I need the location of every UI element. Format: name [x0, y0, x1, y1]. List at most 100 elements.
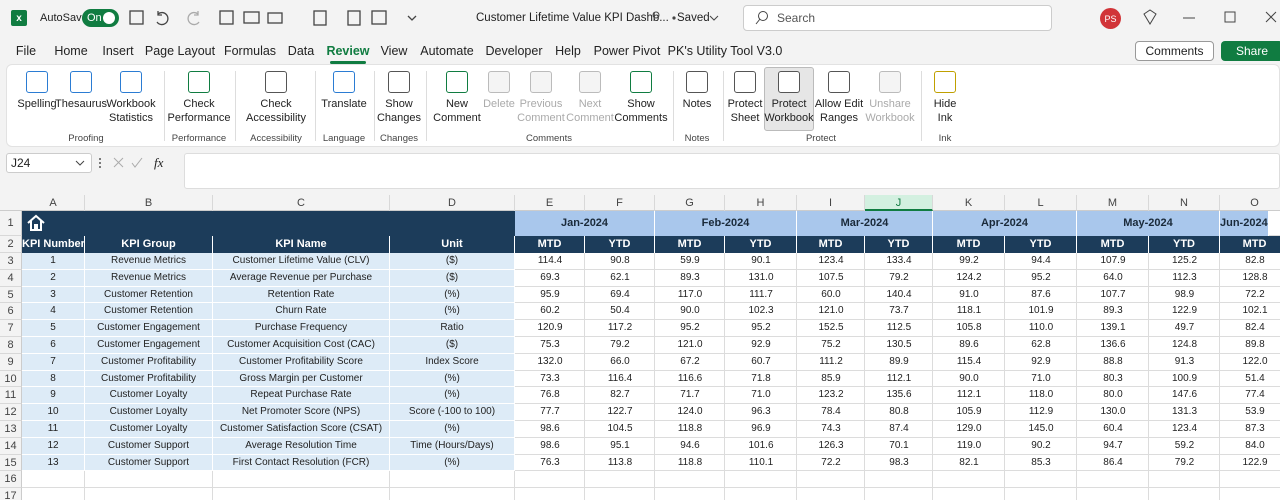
table-cell: Customer Engagement — [85, 320, 213, 337]
group-label: Accessibility — [250, 133, 302, 144]
comments-button[interactable]: Comments — [1135, 41, 1214, 61]
home-icon[interactable] — [26, 214, 46, 232]
cell — [725, 303, 797, 321]
cell — [515, 437, 585, 455]
save-icon[interactable] — [129, 10, 144, 25]
table-cell: 78.4 — [821, 406, 841, 418]
cell — [725, 421, 797, 438]
name-box[interactable] — [6, 153, 92, 173]
group-label: Changes — [379, 133, 419, 144]
menu-tab[interactable]: Formulas — [223, 44, 277, 58]
mail-icon[interactable] — [243, 11, 260, 24]
menu-tab[interactable]: Power Pivot — [593, 44, 661, 58]
menu-tab[interactable]: Automate — [420, 44, 474, 58]
cell — [1220, 404, 1280, 421]
menu-tab[interactable]: File — [15, 44, 37, 58]
group-separator — [235, 71, 236, 141]
table-cell: 140.4 — [886, 288, 912, 300]
table-cell: 59.9 — [680, 255, 700, 266]
button-label: Performance — [167, 111, 231, 124]
button-label: Ink — [937, 111, 953, 124]
cell — [1005, 471, 1077, 489]
table-cell: 87.4 — [889, 423, 909, 434]
table-cell: 75.3 — [540, 339, 560, 350]
share-icon[interactable] — [267, 12, 283, 24]
table-cell: 122.7 — [607, 406, 633, 418]
cell — [1149, 269, 1220, 287]
table-cell: 90.0 — [680, 305, 700, 317]
cell — [655, 303, 725, 321]
table-cell: 101.9 — [1028, 305, 1054, 317]
cell — [515, 404, 585, 421]
avatar[interactable]: PS — [1100, 8, 1121, 29]
restore[interactable] — [1224, 11, 1236, 23]
cell — [515, 269, 585, 287]
cell — [1005, 286, 1077, 304]
cell — [655, 454, 725, 472]
row-header: 2 — [0, 236, 22, 253]
share-button[interactable]: Share — [1221, 41, 1280, 61]
menu-tab[interactable]: View — [380, 44, 408, 58]
table-cell: Revenue Metrics — [85, 269, 213, 287]
borders-icon[interactable] — [219, 10, 234, 25]
cell — [515, 286, 585, 304]
menu-tab[interactable]: PK's Utility Tool V3.0 — [667, 44, 783, 58]
cell — [797, 370, 865, 388]
table-cell: 94.6 — [680, 439, 700, 451]
button-icon — [734, 71, 756, 93]
table-cell: 75.2 — [821, 339, 841, 350]
table-cell: 122.9 — [1242, 456, 1268, 468]
table-cell: Customer Retention — [85, 286, 213, 304]
table-cell: 121.0 — [677, 339, 703, 350]
customize-icon[interactable] — [407, 15, 417, 21]
cell — [1220, 387, 1280, 405]
row-header: 13 — [0, 421, 22, 438]
table-cell: Index Score — [390, 353, 515, 371]
cell — [585, 320, 655, 337]
table-cell: 110.0 — [1028, 322, 1054, 334]
formula-input[interactable] — [184, 153, 1280, 189]
cell — [515, 337, 585, 354]
cell — [585, 353, 655, 371]
cell — [933, 253, 1005, 270]
table-header: YTD — [725, 236, 797, 253]
month-header: May-2024 — [1077, 211, 1220, 236]
button-label: Spelling — [17, 98, 57, 110]
menu-tab[interactable]: Review — [326, 44, 370, 58]
cell — [1149, 471, 1220, 489]
menu-tab[interactable]: Data — [287, 44, 315, 58]
table-cell: 80.0 — [1103, 389, 1123, 401]
table-icon[interactable] — [371, 10, 387, 25]
button-label: Workbook — [106, 98, 156, 110]
menu-tab[interactable]: Home — [54, 44, 88, 58]
table-cell: 99.2 — [959, 255, 979, 266]
status-chevron[interactable] — [709, 15, 719, 21]
table-cell: Revenue Metrics — [85, 253, 213, 270]
undo-icon[interactable] — [156, 11, 169, 26]
cell — [797, 437, 865, 455]
cell — [1149, 387, 1220, 405]
premium-icon[interactable] — [1143, 9, 1157, 25]
table-cell: ($) — [390, 337, 515, 354]
cell — [1005, 303, 1077, 321]
cell — [933, 320, 1005, 337]
menu-tab[interactable]: Help — [555, 44, 581, 58]
menu-tab[interactable]: Developer — [485, 44, 543, 58]
comments-button-text: Comments — [1145, 44, 1204, 58]
table-cell: 66.0 — [610, 355, 630, 367]
form-icon[interactable] — [347, 10, 361, 26]
share-button-text: Share — [1235, 44, 1269, 58]
excel-logo: x — [11, 10, 27, 26]
title-band — [22, 211, 515, 236]
search-box[interactable] — [743, 5, 1052, 31]
month-header: Feb-2024 — [655, 211, 797, 236]
table-cell: Customer Profitability — [85, 353, 213, 371]
button-label: Translate — [321, 98, 367, 110]
close[interactable] — [1265, 11, 1277, 23]
table-cell: 117.2 — [607, 322, 633, 334]
menu-tab[interactable]: Insert — [102, 44, 134, 58]
table-cell: 69.3 — [540, 271, 560, 283]
calc-icon[interactable] — [313, 10, 327, 26]
cell — [585, 387, 655, 405]
menu-tab[interactable]: Page Layout — [144, 44, 216, 58]
